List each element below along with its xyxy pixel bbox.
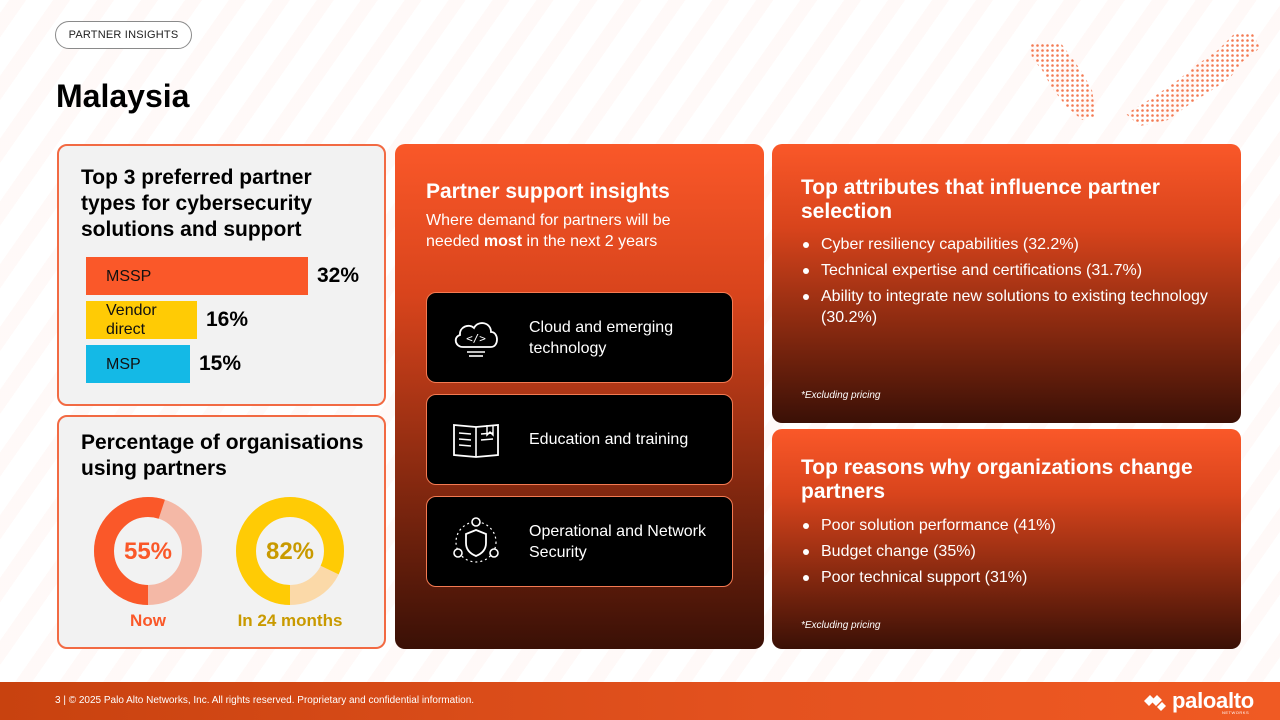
bar-label: Vendor direct xyxy=(106,302,157,338)
tile-label: Operational and Network Security xyxy=(529,522,706,561)
list-item: Poor technical support (31%) xyxy=(801,567,1221,588)
reasons-title: Top reasons why organizations change par… xyxy=(801,456,1193,503)
partner-attributes-card: Top attributes that influence partner se… xyxy=(772,144,1241,423)
list-item: Cyber resiliency capabilities (32.2%) xyxy=(801,234,1221,255)
tile-label: Education and training xyxy=(529,431,689,448)
partner-support-card: Partner support insights Where demand fo… xyxy=(395,144,764,649)
donut-value: 82% xyxy=(266,538,314,565)
list-item: Ability to integrate new solutions to ex… xyxy=(801,286,1221,328)
partner-types-card: Top 3 preferred partner types for cybers… xyxy=(57,144,386,406)
subtitle-emphasis: most xyxy=(483,233,523,250)
bar-msp: MSP xyxy=(86,345,190,383)
reasons-list: Poor solution performance (41%) Budget c… xyxy=(801,515,1221,593)
page-title: Malaysia xyxy=(56,78,190,114)
list-item: Technical expertise and certifications (… xyxy=(801,260,1221,281)
subtitle-text: Where demand for partners will be needed xyxy=(426,212,671,250)
bar-value: 15% xyxy=(199,352,242,375)
bar-vendor-direct: Vendor direct xyxy=(86,301,197,339)
svg-text:</>: </> xyxy=(466,332,486,345)
list-item: Poor solution performance (41%) xyxy=(801,515,1221,536)
logo-subtext: NETWORKS xyxy=(1222,710,1250,715)
tile-operational-network-security: Operational and Network Security xyxy=(426,496,733,587)
tile-label: Cloud and emerging technology xyxy=(529,318,674,357)
list-item: Budget change (35%) xyxy=(801,541,1221,562)
donut-caption: In 24 months xyxy=(237,611,343,630)
attributes-title: Top attributes that influence partner se… xyxy=(801,176,1160,223)
section-pill: PARTNER INSIGHTS xyxy=(55,21,192,49)
donut-24-months: 82% xyxy=(236,497,344,605)
tile-cloud-emerging-tech: </> Cloud and emerging technology xyxy=(426,292,733,383)
malaysia-map-graphic xyxy=(1030,32,1260,126)
footer-copyright: 3 | © 2025 Palo Alto Networks, Inc. All … xyxy=(55,695,475,706)
change-reasons-card: Top reasons why organizations change par… xyxy=(772,429,1241,649)
reasons-footnote: *Excluding pricing xyxy=(801,620,881,631)
bar-value: 16% xyxy=(206,308,249,331)
bar-label: MSP xyxy=(106,355,141,373)
donut-caption: Now xyxy=(130,611,166,630)
partner-usage-title: Percentage of organisations using partne… xyxy=(81,431,364,480)
logo-wordmark: paloalto xyxy=(1172,688,1254,713)
donut-value: 55% xyxy=(124,538,172,565)
bar-mssp: MSSP xyxy=(86,257,308,295)
bar-row-mssp: MSSP 32% xyxy=(86,257,359,295)
bar-value: 32% xyxy=(317,264,360,287)
bar-row-vendor-direct: Vendor direct 16% xyxy=(86,301,248,339)
bar-label: MSSP xyxy=(106,267,152,285)
partner-types-title: Top 3 preferred partner types for cybers… xyxy=(81,166,313,241)
partner-usage-card: Percentage of organisations using partne… xyxy=(57,415,386,649)
donut-arc xyxy=(236,497,344,605)
tile-education-training: Education and training xyxy=(426,394,733,485)
paloalto-logo-icon xyxy=(1144,695,1166,711)
bar-row-msp: MSP 15% xyxy=(86,345,241,383)
support-subtitle: Where demand for partners will be needed… xyxy=(426,210,726,252)
footer-bar: 3 | © 2025 Palo Alto Networks, Inc. All … xyxy=(0,682,1280,720)
subtitle-text: in the next 2 years xyxy=(522,233,658,250)
book-icon xyxy=(453,423,499,458)
donut-arc xyxy=(94,497,202,605)
paloalto-logo: paloalto xyxy=(1142,688,1254,714)
donut-now: 55% xyxy=(94,497,202,605)
support-title: Partner support insights xyxy=(426,180,670,203)
shield-network-icon xyxy=(453,516,499,563)
attributes-list: Cyber resiliency capabilities (32.2%) Te… xyxy=(801,234,1221,333)
cloud-code-icon: </> xyxy=(454,321,498,357)
attributes-footnote: *Excluding pricing xyxy=(801,390,881,401)
